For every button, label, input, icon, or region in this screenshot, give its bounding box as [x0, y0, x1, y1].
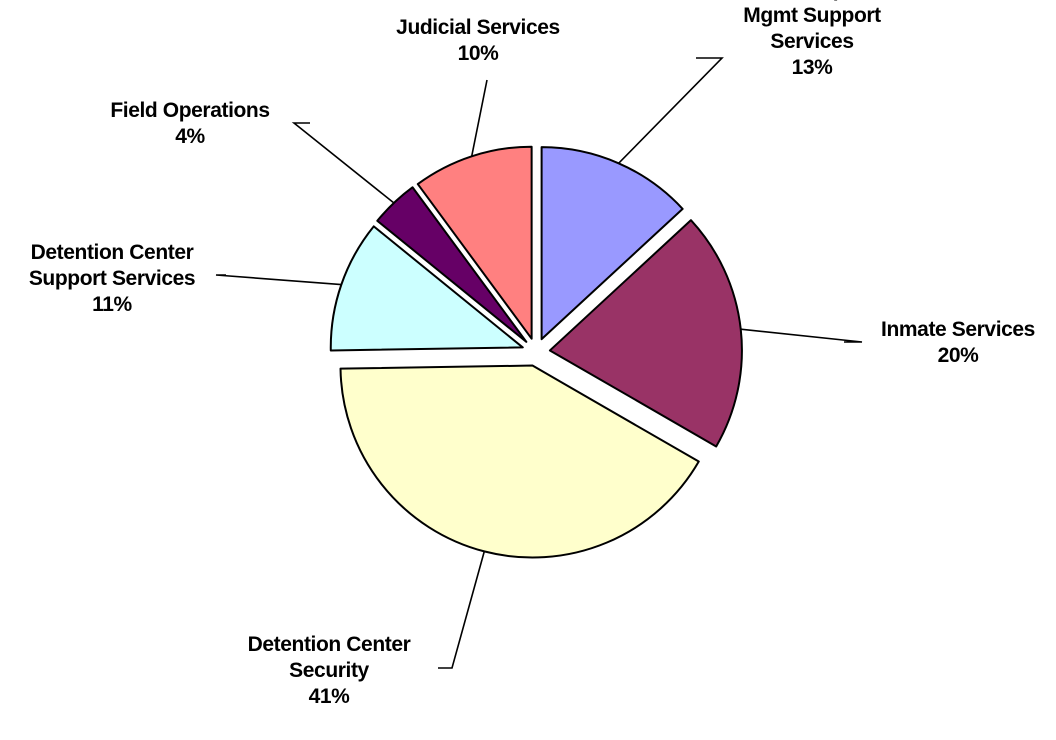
- leader-line-leadership: [618, 57, 724, 164]
- pie-slice-judicial: [416, 145, 533, 340]
- pie-slice-field: [376, 186, 528, 343]
- leader-line-field: [291, 122, 395, 204]
- slice-percent-security: 41%: [309, 685, 351, 708]
- slice-name-line-leadership: Mgmt Support: [743, 4, 881, 27]
- slice-percent-inmate: 20%: [938, 344, 980, 367]
- slice-label-field: Field Operations 4%: [110, 99, 269, 148]
- slice-percent-field: 4%: [175, 125, 205, 148]
- slice-label-leadership: Leadership and Mgmt Support Services 13%: [737, 0, 887, 79]
- slice-percent-judicial: 10%: [458, 42, 500, 65]
- slice-label-security: Detention Center Security 41%: [248, 633, 411, 708]
- slice-label-inmate: Inmate Services 20%: [881, 318, 1035, 367]
- slice-name-line-security: Detention Center: [248, 633, 411, 656]
- slice-label-judicial: Judicial Services 10%: [396, 16, 560, 65]
- slice-name-line-inmate: Inmate Services: [881, 318, 1035, 341]
- slice-name-line-security: Security: [289, 659, 369, 682]
- slice-name-line-field: Field Operations: [110, 99, 269, 122]
- leader-line-support: [215, 274, 342, 286]
- pie-slice-support: [329, 225, 524, 352]
- slice-percent-leadership: 13%: [792, 56, 834, 79]
- leader-line-judicial: [470, 79, 488, 157]
- slice-name-line-leadership: Services: [770, 30, 853, 53]
- slice-label-support: Detention Center Support Services 11%: [29, 241, 195, 316]
- pie-slices: [329, 145, 743, 559]
- slice-percent-support: 11%: [92, 293, 132, 316]
- slice-labels: Leadership and Mgmt Support Services 13% Inm…: [29, 0, 1036, 708]
- slice-name-line-leadership: Leadership and: [737, 0, 887, 1]
- leader-line-security: [438, 551, 486, 669]
- slice-name-line-support: Detention Center: [31, 241, 194, 264]
- leader-line-inmate: [740, 328, 863, 343]
- leader-lines: [215, 57, 863, 669]
- slice-name-line-support: Support Services: [29, 267, 195, 290]
- slice-name-line-judicial: Judicial Services: [396, 16, 560, 39]
